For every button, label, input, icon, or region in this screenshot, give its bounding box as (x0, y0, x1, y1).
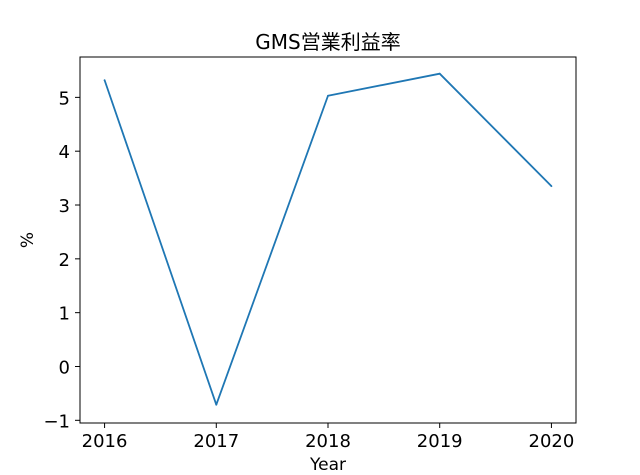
x-tick-label: 2017 (193, 431, 239, 452)
plot-area-frame (79, 56, 577, 424)
data-point (438, 72, 441, 75)
y-tick-label: 5 (59, 88, 70, 109)
x-tick-label: 2018 (305, 431, 351, 452)
x-tick-label: 2016 (82, 431, 128, 452)
y-tick-label: −1 (43, 411, 70, 432)
y-tick-label: 0 (59, 357, 70, 378)
data-point (327, 94, 329, 97)
x-tick-label: 2019 (417, 431, 463, 452)
y-tick-label: 1 (59, 304, 70, 325)
data-point (550, 185, 553, 188)
y-axis: −1 0 1 2 3 4 5 (43, 88, 80, 432)
x-axis-label: Year (309, 455, 346, 475)
series-layer (103, 72, 553, 406)
x-tick-label: 2020 (529, 431, 575, 452)
chart-title: GMS営業利益率 (255, 30, 400, 54)
y-tick-label: 4 (59, 142, 70, 163)
y-tick-label: 2 (59, 250, 70, 271)
y-tick-label: 3 (59, 196, 70, 217)
x-axis: 2016 2017 2018 2019 2020 (82, 423, 575, 452)
data-point (103, 79, 106, 82)
series-line (103, 72, 553, 406)
y-axis-label: % (18, 232, 38, 248)
data-point (215, 403, 218, 406)
